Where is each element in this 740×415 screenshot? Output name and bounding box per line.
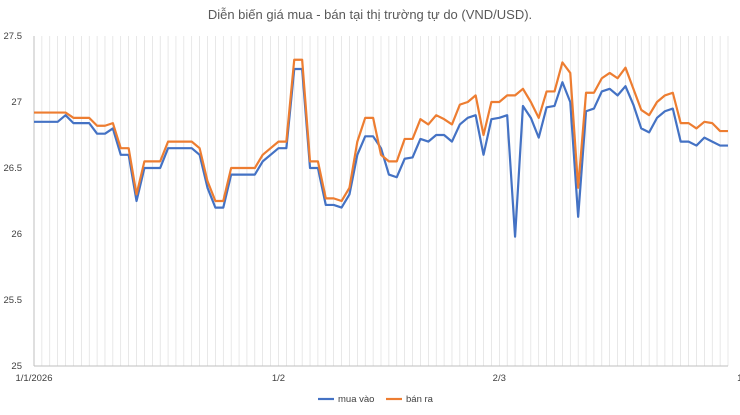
x-tick-label: 1/1/2026 [16,373,53,384]
series-line-ban-ra [34,58,728,203]
x-tick-label: 2/3 [493,373,506,384]
axes [33,36,728,367]
y-tick-label: 27 [11,97,22,108]
series-line-mua-vao [34,67,728,238]
grid-lines [33,36,729,366]
series-lines [34,58,728,238]
x-tick-labels: 1/1/2026 1/2 2/3 1/4 [16,373,740,384]
legend-label-mua-vao: mua vào [338,394,374,405]
legend-label-ban-ra: bán ra [406,394,434,405]
y-tick-label: 26 [11,229,22,240]
y-tick-label: 25.5 [4,295,23,306]
x-tick-label: 1/2 [272,373,285,384]
legend: mua vào bán ra [318,394,434,405]
y-tick-label: 27.5 [4,31,23,42]
y-tick-label: 26.5 [4,163,23,174]
y-tick-label: 25 [11,361,22,372]
x-tick-label: 1/4 [737,373,740,384]
y-tick-labels: 27.5 27 26.5 26 25.5 25 [4,31,23,372]
chart-title: Diễn biến giá mua - bán tại thị trường t… [208,7,532,22]
